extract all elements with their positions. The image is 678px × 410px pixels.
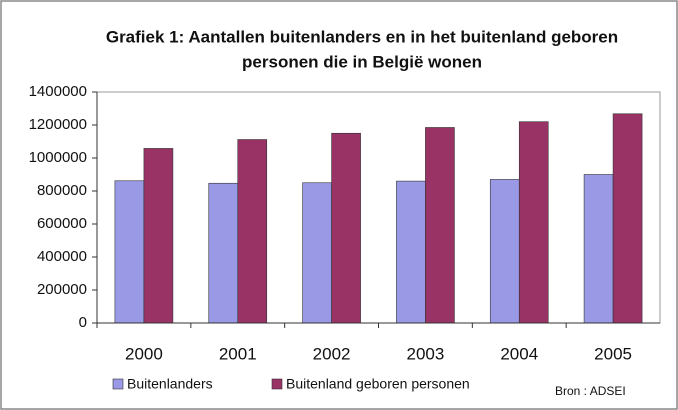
x-tick-label: 2004 (500, 344, 538, 363)
bar (237, 139, 268, 324)
legend-swatch (112, 378, 124, 390)
bar (612, 113, 643, 324)
legend-swatch (271, 378, 283, 390)
bar (489, 179, 520, 324)
x-tick-label: 2003 (407, 344, 445, 363)
x-tick-label: 2001 (219, 344, 257, 363)
legend-label: Buitenland geboren personen (286, 376, 470, 392)
bar (143, 148, 174, 324)
chart-title: personen die in België wonen (242, 52, 482, 71)
y-tick-label: 200000 (37, 281, 87, 298)
x-tick-label: 2000 (125, 344, 163, 363)
y-tick-label: 600000 (37, 215, 87, 232)
bar (583, 174, 614, 324)
legend-label: Buitenlanders (127, 376, 213, 392)
bar (208, 182, 239, 324)
plot-area (96, 91, 661, 324)
bar (331, 132, 361, 324)
y-tick-label: 1000000 (29, 149, 87, 166)
chart-title: Grafiek 1: Aantallen buitenlanders en in… (106, 27, 618, 46)
bar (425, 127, 455, 324)
bar (518, 121, 549, 324)
bar (302, 182, 332, 324)
bar (114, 180, 145, 324)
x-tick-label: 2005 (594, 344, 632, 363)
bar (396, 180, 426, 324)
y-tick-label: 1400000 (29, 83, 87, 100)
y-tick-label: 400000 (37, 248, 87, 265)
y-tick-label: 800000 (37, 182, 87, 199)
y-tick-label: 1200000 (29, 116, 87, 133)
x-tick-label: 2002 (313, 344, 351, 363)
source-note: Bron : ADSEI (555, 384, 626, 398)
y-tick-label: 0 (79, 314, 87, 331)
